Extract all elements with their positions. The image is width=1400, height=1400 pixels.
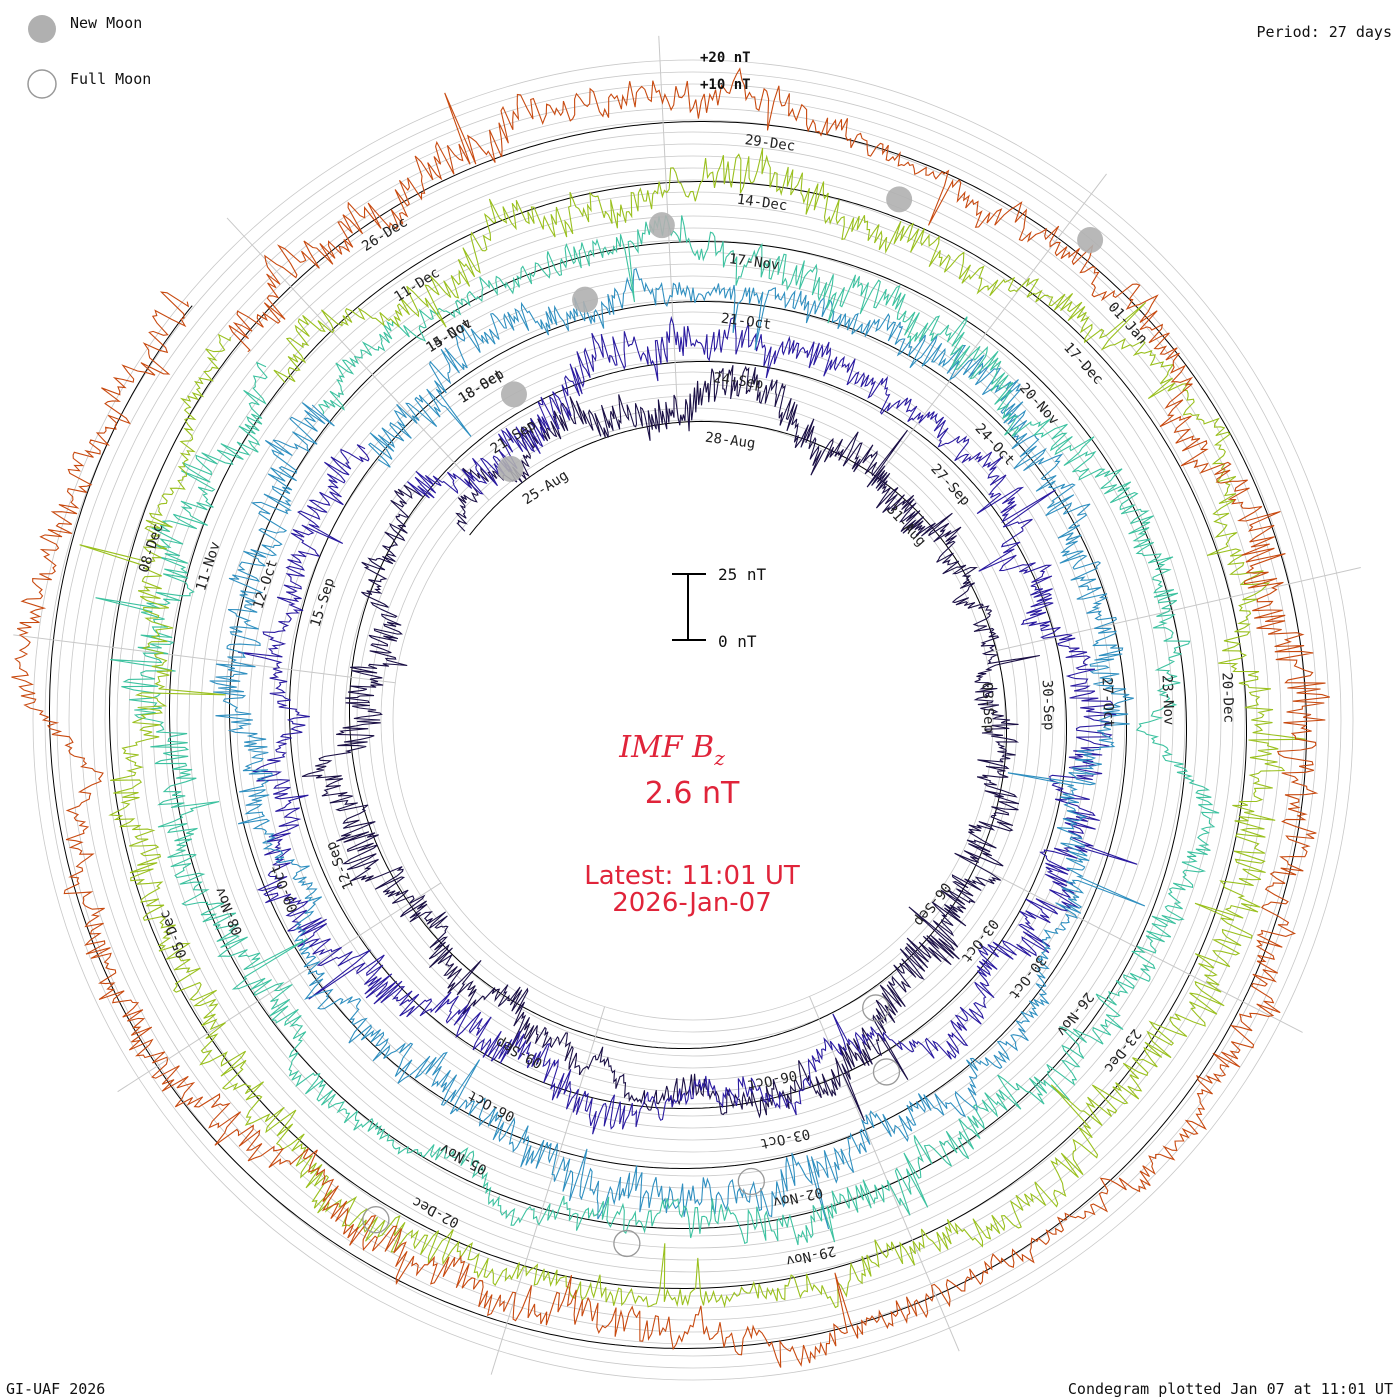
date-label: 03-Oct (759, 1125, 812, 1151)
ring-scale-second-label: +10 nT (700, 77, 751, 93)
grid-spoke (873, 173, 1107, 482)
grid-spoke (809, 996, 960, 1352)
grid-ring (344, 371, 1042, 1069)
new-moon-marker (497, 455, 524, 482)
scale-top-label: 25 nT (718, 565, 767, 584)
full-moon-marker (737, 1167, 765, 1196)
full-moon-marker (862, 994, 890, 1022)
scale-bar: 25 nT 0 nT (672, 565, 767, 651)
grid-ring (128, 155, 1258, 1285)
date-label: 23-Nov (1159, 675, 1177, 726)
footer-plotted-time: Condegram plotted Jan 07 at 11:01 UT (1068, 1380, 1393, 1398)
full-moon-marker (872, 1058, 901, 1086)
new-moon-marker (572, 286, 599, 313)
date-label: 12-Oct (250, 558, 281, 611)
date-label: 03-Sep (979, 682, 997, 733)
series-rotation-6 (11, 67, 1330, 1368)
series-rotation-5 (79, 147, 1306, 1309)
date-label: 24-Sep (712, 370, 764, 393)
date-label: 05-Nov (438, 1140, 490, 1178)
grid-ring (272, 299, 1114, 1141)
new-moon-label: New Moon (70, 14, 142, 32)
period-label: Period: 27 days (1257, 23, 1392, 41)
baseline-spiral (49, 121, 1307, 1349)
latest-date: 2026-Jan-07 (612, 888, 772, 918)
series-rotation-3 (209, 267, 1146, 1230)
series-rotation-2 (237, 315, 1138, 1135)
current-value: 2.6 nT (645, 776, 740, 811)
grid-ring (140, 167, 1246, 1273)
full-moon-icon (27, 69, 57, 99)
grid-ring (356, 383, 1030, 1057)
grid-spoke (985, 566, 1361, 654)
date-label: 29-Nov (784, 1242, 837, 1268)
grid-ring (392, 419, 994, 1021)
date-label: 03-Oct (958, 916, 1002, 966)
grid-ring (308, 335, 1078, 1105)
date-label: 11-Nov (193, 540, 224, 593)
date-label: 30-Sep (1039, 680, 1057, 731)
grid-ring (44, 71, 1342, 1369)
moon-layer (362, 186, 1104, 1258)
grid-ring (176, 203, 1210, 1237)
date-label: 18-Oct (456, 366, 507, 407)
imf-title: IMF Bz (618, 730, 725, 770)
grid-spoke (226, 217, 490, 501)
new-moon-marker (500, 381, 527, 408)
grid-ring (104, 131, 1282, 1309)
grid-spoke (13, 634, 396, 684)
date-label: 27-Oct (1099, 677, 1117, 728)
grid-ring (320, 347, 1066, 1093)
imf-title-sub: z (713, 746, 725, 770)
grid-spoke (117, 882, 442, 1093)
grid-ring (236, 263, 1150, 1177)
date-label: 15-Sep (308, 576, 339, 629)
grid-ring (200, 227, 1186, 1213)
series-rotation-4 (95, 215, 1220, 1246)
date-label: 21-Oct (720, 311, 772, 334)
imf-title-main: IMF B (618, 730, 714, 765)
grid-ring (92, 119, 1294, 1321)
series-rotation-1 (301, 365, 1040, 1122)
footer-credit: GI-UAF 2026 (6, 1380, 105, 1398)
new-moon-marker (648, 212, 675, 239)
full-moon-marker (613, 1229, 641, 1258)
full-moon-marker (362, 1206, 390, 1234)
grid-ring (296, 323, 1090, 1117)
date-label: 21-Sep (488, 417, 539, 458)
grid-spoke (959, 856, 1303, 1033)
new-moon-icon (28, 15, 56, 43)
date-label: 09-Oct (268, 862, 302, 915)
spoke-layer (13, 35, 1361, 1375)
grid-ring (56, 83, 1330, 1357)
date-label: 17-Nov (728, 251, 780, 274)
latest-time: Latest: 11:01 UT (584, 861, 800, 891)
date-label: 02-Nov (771, 1184, 824, 1210)
grid-spoke (490, 1006, 606, 1375)
grid-ring (332, 359, 1054, 1081)
date-label: 02-Dec (410, 1193, 462, 1231)
date-label: 14-Dec (736, 192, 788, 215)
grid-ring (32, 59, 1354, 1381)
ring-scale-top-label: +20 nT (700, 50, 751, 66)
grid-ring (68, 95, 1318, 1345)
grid-ring (116, 143, 1270, 1297)
date-label: 14-Nov (424, 316, 475, 357)
legend: New Moon Full Moon (27, 14, 151, 99)
date-label: 26-Nov (1053, 989, 1097, 1039)
full-moon-label: Full Moon (70, 70, 151, 88)
grid-ring (212, 239, 1174, 1201)
date-label: 28-Aug (704, 430, 756, 453)
scale-bottom-label: 0 nT (718, 632, 757, 651)
date-label: 20-Dec (1218, 672, 1236, 723)
center-title: IMF Bz 2.6 nT Latest: 11:01 UT 2026-Jan-… (584, 730, 800, 918)
date-label: 29-Dec (744, 132, 796, 155)
new-moon-marker (1077, 226, 1104, 253)
date-label: 26-Dec (359, 214, 410, 255)
new-moon-marker (886, 186, 913, 213)
grid-ring (368, 395, 1018, 1045)
series-layer (11, 67, 1330, 1368)
